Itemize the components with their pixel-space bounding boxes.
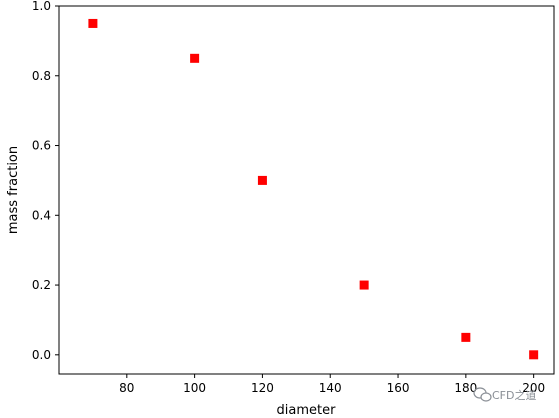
y-tick-label: 0.6 <box>32 139 51 153</box>
y-tick-label: 1.0 <box>32 0 51 13</box>
data-points <box>88 18 539 360</box>
x-tick-label: 100 <box>183 381 206 395</box>
data-point-marker <box>461 332 471 342</box>
data-point-marker <box>529 350 539 360</box>
data-point-marker <box>257 175 267 185</box>
plot-area <box>58 5 555 375</box>
watermark: CFD之道 <box>473 387 536 402</box>
x-tick-label: 140 <box>319 381 342 395</box>
y-axis-label: mass fraction <box>6 146 21 234</box>
x-tick-label: 180 <box>454 381 477 395</box>
data-point-marker <box>359 280 369 290</box>
y-tick-label: 0.4 <box>32 208 51 222</box>
x-axis-label: diameter <box>277 403 337 418</box>
watermark-text: CFD之道 <box>492 388 536 402</box>
x-tick-label: 80 <box>119 381 134 395</box>
y-tick-label: 0.0 <box>32 348 51 362</box>
x-tick-label: 160 <box>387 381 410 395</box>
y-tick-label: 0.8 <box>32 69 51 83</box>
data-point-marker <box>190 53 200 63</box>
y-tick-label: 0.2 <box>32 278 51 292</box>
data-point-marker <box>88 18 98 28</box>
y-axis-ticks: 0.0 0.2 0.4 0.6 0.8 1.0 <box>32 0 59 362</box>
x-axis-ticks: 80 100 120 140 160 180 200 <box>119 374 545 395</box>
x-tick-label: 120 <box>251 381 274 395</box>
wechat-icon <box>473 387 492 402</box>
axes-frame <box>58 5 555 375</box>
x-tick-label: 200 <box>522 381 545 395</box>
